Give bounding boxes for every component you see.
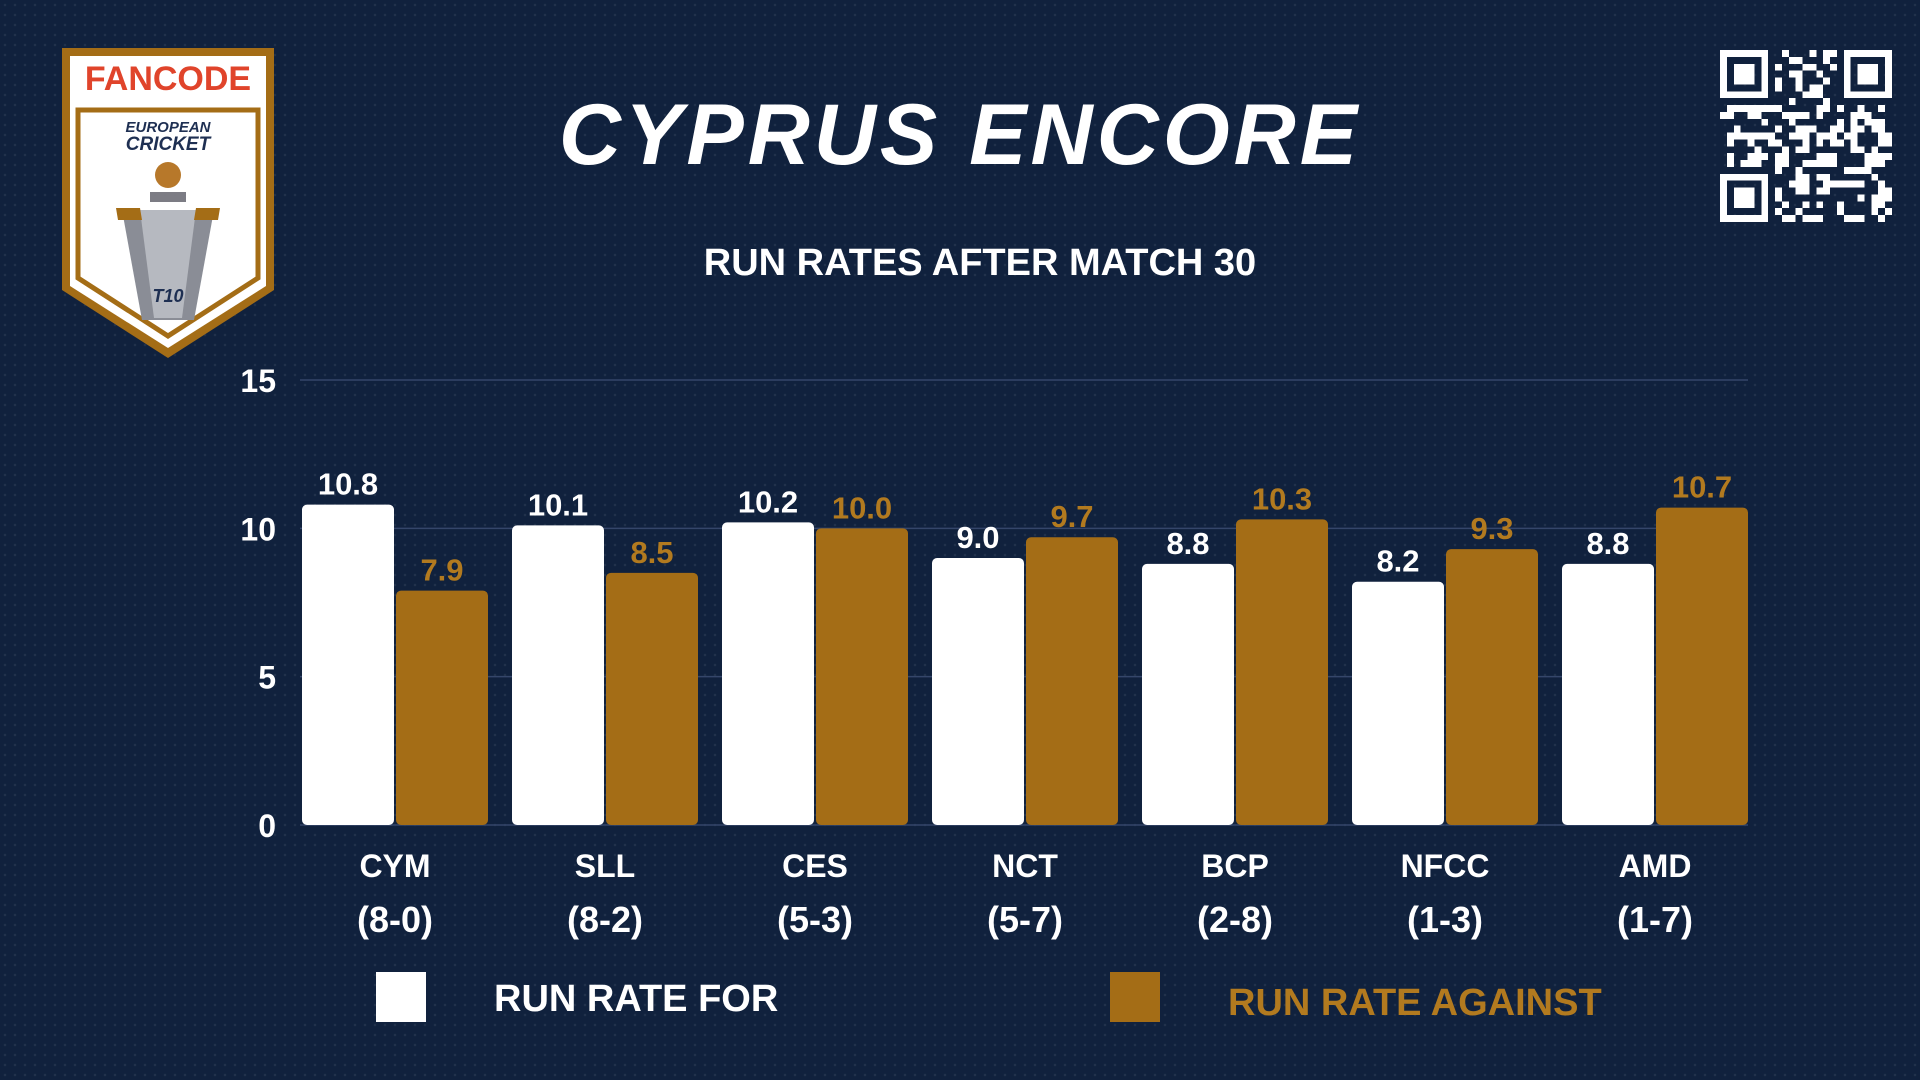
bar-for-cym — [302, 504, 394, 825]
fancode-european-cricket-logo: FANCODE EUROPEAN CRICKET T10 — [62, 48, 274, 358]
value-label: 8.8 — [1166, 526, 1209, 561]
qr-code-icon — [1720, 50, 1892, 222]
y-tick-label: 15 — [240, 363, 276, 399]
x-tick-label: BCP — [1201, 848, 1269, 884]
value-label: 10.1 — [528, 487, 588, 522]
x-tick-label: CYM — [359, 848, 430, 884]
y-tick-label: 10 — [240, 511, 276, 547]
value-label: 9.0 — [956, 520, 999, 555]
bar-for-nct — [932, 558, 1024, 825]
bar-for-sll — [512, 525, 604, 825]
x-tick-label: SLL — [575, 848, 635, 884]
team-record-label: (8-2) — [567, 899, 643, 940]
team-record-label: (1-7) — [1617, 899, 1693, 940]
legend-label-for: RUN RATE FOR — [494, 978, 779, 1020]
chart-subtitle: RUN RATES AFTER MATCH 30 — [703, 242, 1257, 284]
bar-for-amd — [1562, 563, 1654, 825]
value-label: 7.9 — [420, 553, 463, 588]
legend-swatch-against — [1110, 972, 1160, 1022]
value-label: 8.5 — [630, 535, 673, 570]
bar-for-bcp — [1142, 563, 1234, 825]
bar-against-amd — [1656, 507, 1748, 825]
bar-for-ces — [722, 522, 814, 825]
x-tick-label: AMD — [1619, 848, 1692, 884]
value-label: 8.2 — [1376, 544, 1419, 579]
value-label: 8.8 — [1586, 526, 1629, 561]
run-rate-bar-chart: 0 5 10 15 10.8 7.9 CYM (8-0) 10.1 8.5 SLL (8-2) 10.2… — [240, 363, 1748, 940]
legend-swatch-for — [376, 972, 426, 1022]
x-tick-label: NCT — [992, 848, 1058, 884]
team-record-label: (8-0) — [357, 899, 433, 940]
value-label: 9.3 — [1470, 511, 1513, 546]
page-title: CYPRUS ENCORE — [558, 87, 1362, 183]
logo-line-european: EUROPEAN — [125, 119, 211, 136]
team-record-label: (5-3) — [777, 899, 853, 940]
team-record-label: (5-7) — [987, 899, 1063, 940]
legend-label-against: RUN RATE AGAINST — [1228, 982, 1602, 1024]
bar-for-nfcc — [1352, 581, 1444, 825]
bar-against-nfcc — [1446, 549, 1538, 825]
bar-against-ces — [816, 528, 908, 825]
x-tick-label: CES — [782, 848, 848, 884]
value-label: 10.2 — [738, 484, 798, 519]
logo-line-cricket: CRICKET — [126, 134, 212, 155]
y-tick-label: 0 — [258, 808, 276, 844]
bar-against-sll — [606, 572, 698, 825]
bar-against-nct — [1026, 537, 1118, 825]
value-label: 10.7 — [1672, 470, 1732, 505]
team-record-label: (2-8) — [1197, 899, 1273, 940]
team-record-label: (1-3) — [1407, 899, 1483, 940]
bar-against-cym — [396, 590, 488, 825]
value-label: 9.7 — [1050, 499, 1093, 534]
logo-badge-t10: T10 — [152, 286, 183, 306]
value-label: 10.0 — [832, 490, 892, 525]
y-tick-label: 5 — [258, 660, 276, 696]
bar-against-bcp — [1236, 519, 1328, 825]
logo-brand: FANCODE — [85, 60, 251, 98]
value-label: 10.8 — [318, 467, 378, 502]
x-tick-label: NFCC — [1401, 848, 1490, 884]
value-label: 10.3 — [1252, 481, 1312, 516]
